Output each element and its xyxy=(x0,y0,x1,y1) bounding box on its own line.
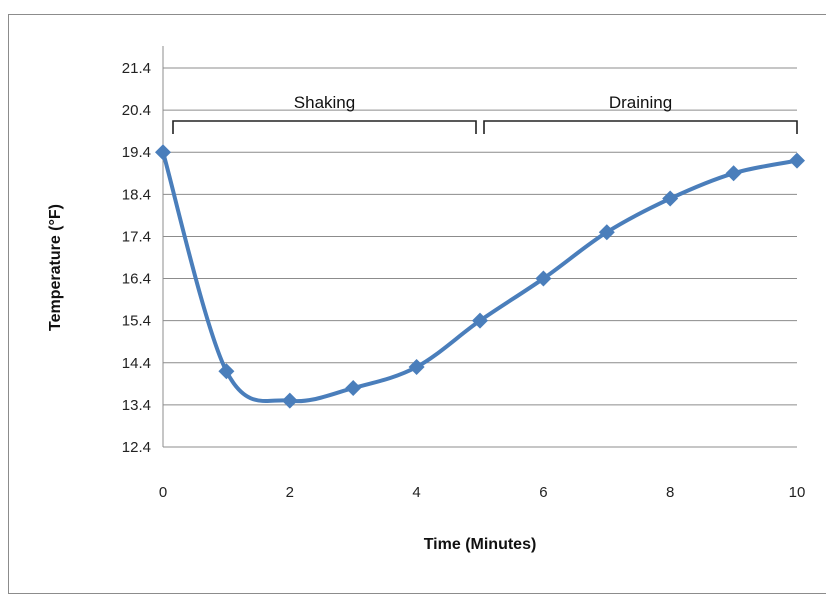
data-point-marker xyxy=(155,144,171,161)
data-point-marker xyxy=(345,380,362,397)
y-tick-label: 19.4 xyxy=(122,144,151,161)
gridlines xyxy=(163,67,797,448)
y-axis-title: Temperature (°F) xyxy=(47,204,64,331)
data-point-marker xyxy=(281,392,298,409)
series-temperature xyxy=(155,144,805,409)
y-tick-label: 13.4 xyxy=(122,397,151,414)
x-tick-label: 10 xyxy=(789,484,806,501)
y-tick-labels: 12.4 13.4 14.4 15.4 16.4 17.4 18.4 19.4 20.4 21.4 xyxy=(122,60,151,456)
data-point-marker xyxy=(218,363,235,380)
x-tick-label: 6 xyxy=(539,484,547,501)
y-tick-label: 14.4 xyxy=(122,355,151,372)
x-tick-label: 4 xyxy=(412,484,420,501)
annotation-brackets: Shaking Draining xyxy=(172,93,798,134)
y-tick-label: 12.4 xyxy=(122,439,151,456)
x-tick-label: 0 xyxy=(159,484,167,501)
data-point-marker xyxy=(472,312,488,329)
x-tick-labels: 0 2 4 6 8 10 xyxy=(159,484,806,501)
x-axis-title: Time (Minutes) xyxy=(424,536,537,553)
x-tick-label: 8 xyxy=(666,484,674,501)
y-tick-label: 18.4 xyxy=(122,186,151,203)
data-point-marker xyxy=(598,224,615,241)
y-tick-label: 15.4 xyxy=(122,313,151,330)
data-point-marker xyxy=(789,152,805,169)
y-tick-label: 17.4 xyxy=(122,228,151,245)
y-tick-label: 20.4 xyxy=(122,102,151,119)
annotation-bracket xyxy=(172,120,477,134)
y-tick-label: 16.4 xyxy=(122,271,151,288)
annotation-label: Shaking xyxy=(294,93,355,112)
series-line xyxy=(161,151,798,404)
x-tick-label: 2 xyxy=(286,484,294,501)
data-point-marker xyxy=(535,270,552,287)
annotation-label: Draining xyxy=(609,93,672,112)
data-point-marker xyxy=(725,165,742,182)
annotation-bracket xyxy=(483,120,798,134)
chart-frame xyxy=(8,14,826,594)
data-point-marker xyxy=(408,358,425,375)
data-point-marker xyxy=(662,190,679,207)
y-tick-label: 21.4 xyxy=(122,60,151,77)
